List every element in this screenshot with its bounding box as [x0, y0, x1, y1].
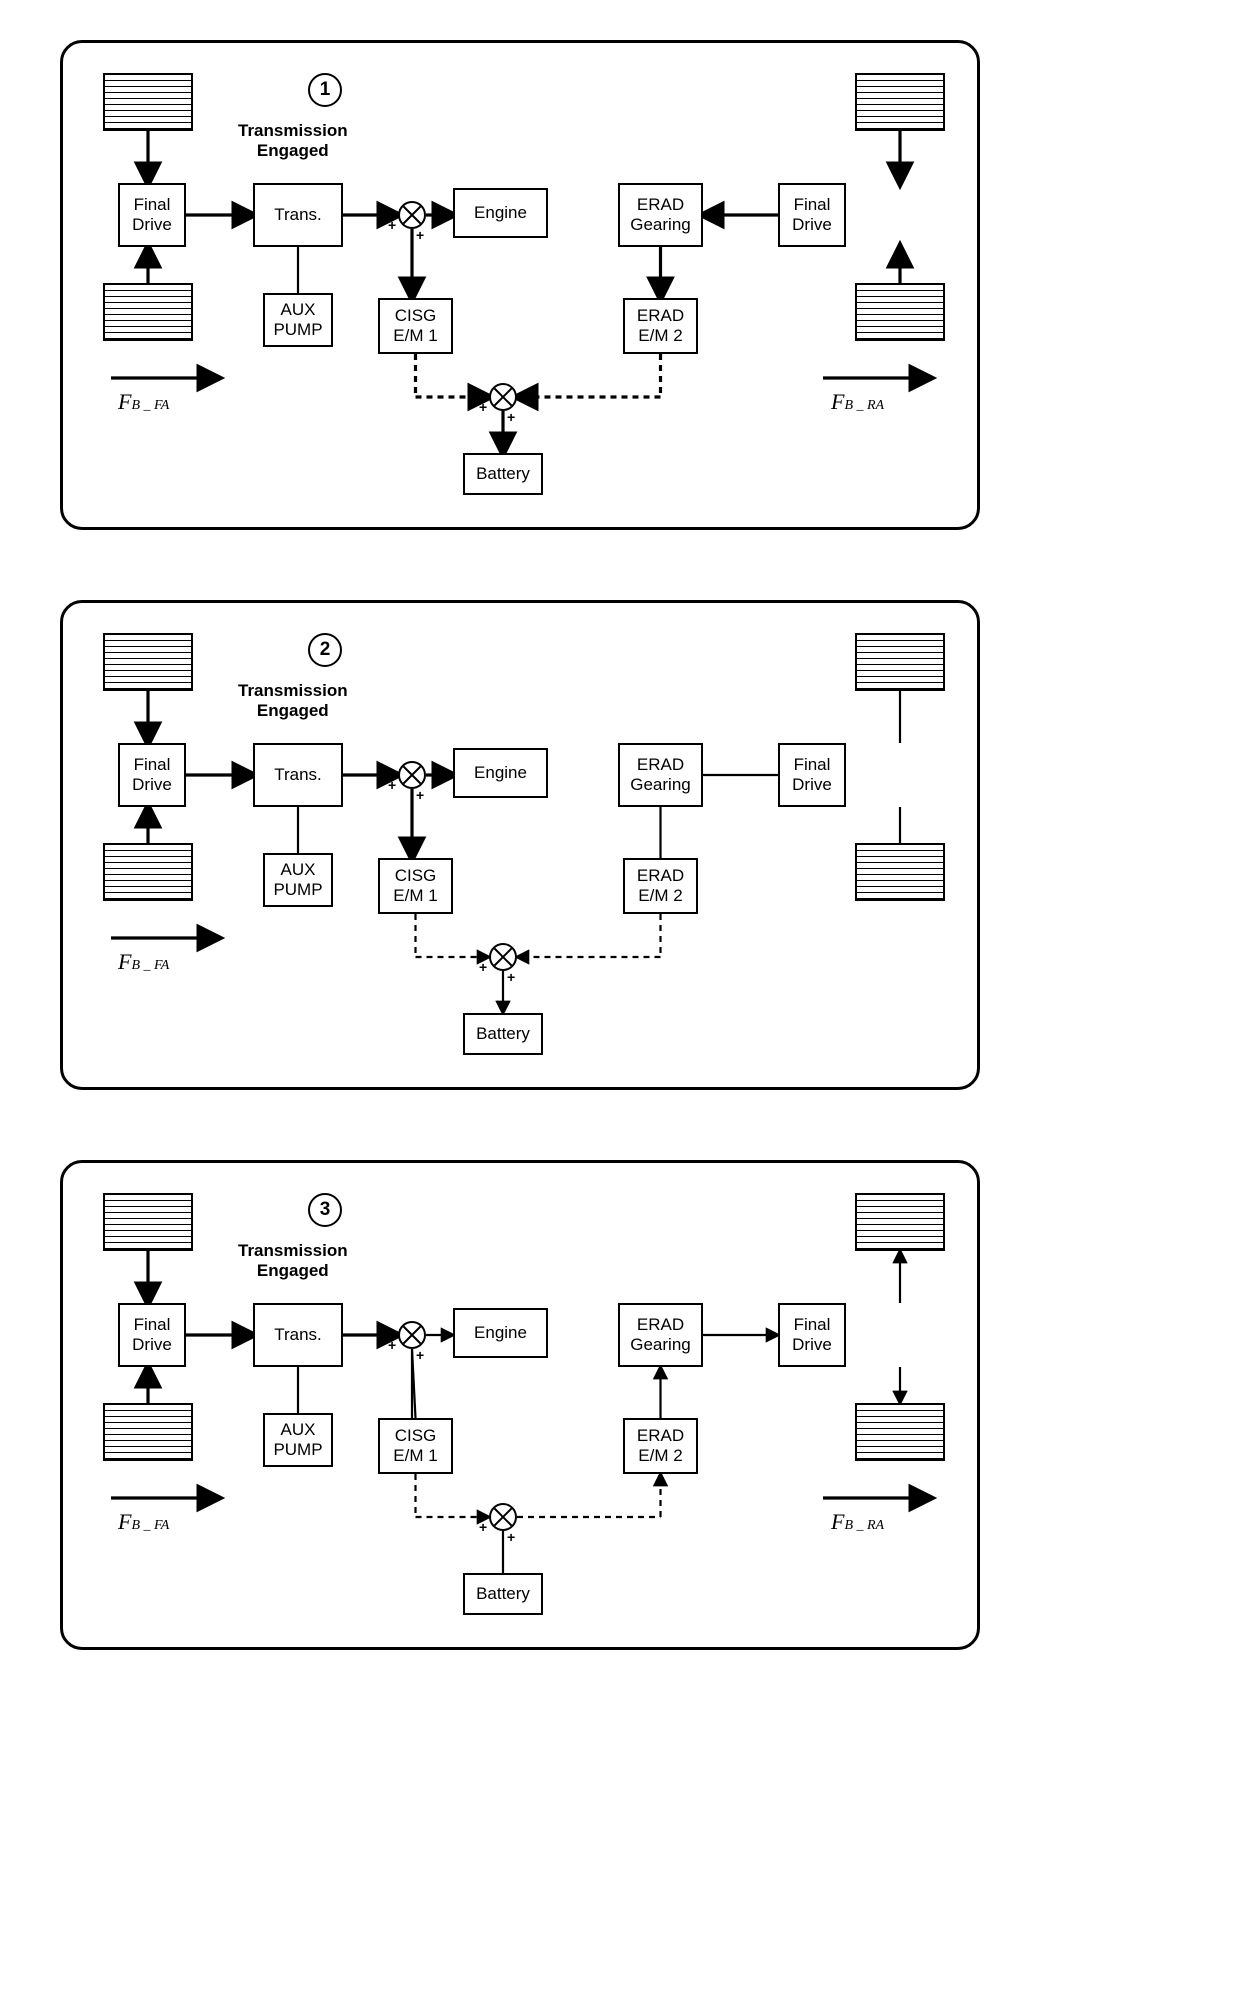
summer-1: [398, 201, 426, 229]
wheel-bottom-right: [855, 843, 945, 901]
wheel-top-left: [103, 633, 193, 691]
force-front-axle: FB _ FA: [118, 389, 169, 415]
transmission: Trans.: [253, 183, 343, 247]
figure-C: Final Drive Trans. AUX PUMP Engine ERAD …: [60, 1160, 1180, 1650]
wheel-top-left: [103, 1193, 193, 1251]
force-rear-axle: FB _ RA: [831, 1509, 884, 1535]
figure-B: Final Drive Trans. AUX PUMP Engine ERAD …: [60, 600, 1180, 1090]
aux-pump: AUX PUMP: [263, 1413, 333, 1467]
transmission: Trans.: [253, 1303, 343, 1367]
wheel-bottom-left: [103, 843, 193, 901]
wheel-bottom-right: [855, 283, 945, 341]
force-front-axle: FB _ FA: [118, 949, 169, 975]
wheel-top-left: [103, 73, 193, 131]
wheel-bottom-right: [855, 1403, 945, 1461]
erad-em2: ERAD E/M 2: [623, 298, 698, 354]
summer-1: [398, 1321, 426, 1349]
wheel-bottom-left: [103, 1403, 193, 1461]
panel: Final Drive Trans. AUX PUMP Engine ERAD …: [60, 600, 980, 1090]
battery: Battery: [463, 1573, 543, 1615]
final-drive-right: Final Drive: [778, 1303, 846, 1367]
battery: Battery: [463, 453, 543, 495]
summer-1: [398, 761, 426, 789]
mode-number: 1: [308, 73, 342, 107]
erad-em2: ERAD E/M 2: [623, 1418, 698, 1474]
force-front-axle: FB _ FA: [118, 1509, 169, 1535]
engine: Engine: [453, 748, 548, 798]
cisg-em1: CISG E/M 1: [378, 858, 453, 914]
mode-number: 3: [308, 1193, 342, 1227]
final-drive-right: Final Drive: [778, 743, 846, 807]
battery: Battery: [463, 1013, 543, 1055]
wheel-top-right: [855, 1193, 945, 1251]
figure-A: Final Drive Trans. AUX PUMP Engine ERAD …: [60, 40, 1180, 530]
engine: Engine: [453, 1308, 548, 1358]
aux-pump: AUX PUMP: [263, 293, 333, 347]
cisg-em1: CISG E/M 1: [378, 1418, 453, 1474]
mode-number: 2: [308, 633, 342, 667]
cisg-em1: CISG E/M 1: [378, 298, 453, 354]
transmission-engaged-label: Transmission Engaged: [238, 681, 348, 722]
transmission-engaged-label: Transmission Engaged: [238, 121, 348, 162]
force-rear-axle: FB _ RA: [831, 389, 884, 415]
summer-2: [489, 943, 517, 971]
wheel-top-right: [855, 633, 945, 691]
panel: Final Drive Trans. AUX PUMP Engine ERAD …: [60, 1160, 980, 1650]
final-drive-left: Final Drive: [118, 1303, 186, 1367]
panel: Final Drive Trans. AUX PUMP Engine ERAD …: [60, 40, 980, 530]
final-drive-left: Final Drive: [118, 183, 186, 247]
erad-gearing: ERAD Gearing: [618, 743, 703, 807]
summer-2: [489, 383, 517, 411]
wheel-bottom-left: [103, 283, 193, 341]
erad-em2: ERAD E/M 2: [623, 858, 698, 914]
transmission: Trans.: [253, 743, 343, 807]
engine: Engine: [453, 188, 548, 238]
summer-2: [489, 1503, 517, 1531]
transmission-engaged-label: Transmission Engaged: [238, 1241, 348, 1282]
final-drive-left: Final Drive: [118, 743, 186, 807]
final-drive-right: Final Drive: [778, 183, 846, 247]
erad-gearing: ERAD Gearing: [618, 183, 703, 247]
wheel-top-right: [855, 73, 945, 131]
aux-pump: AUX PUMP: [263, 853, 333, 907]
erad-gearing: ERAD Gearing: [618, 1303, 703, 1367]
